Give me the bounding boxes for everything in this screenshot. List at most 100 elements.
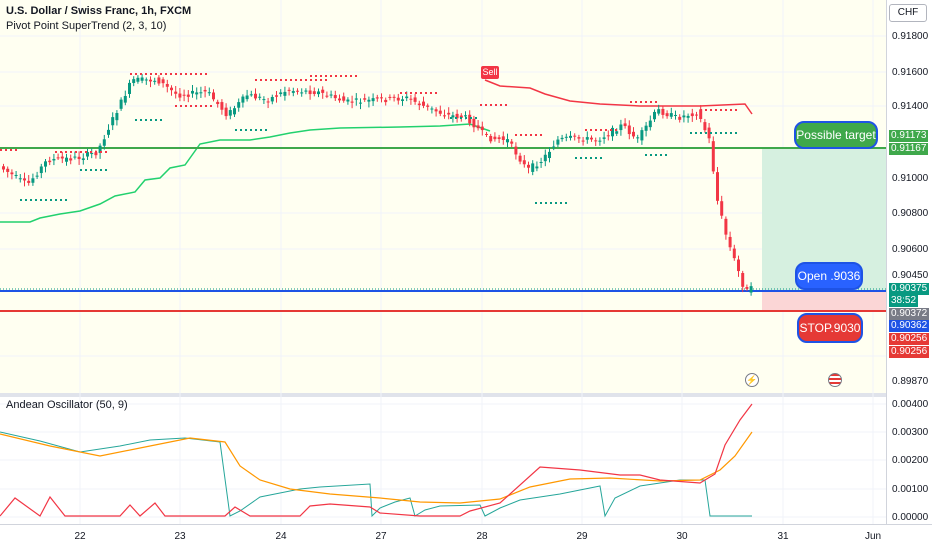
candle-body [149, 79, 152, 82]
candle-body [384, 99, 388, 103]
candle-body [98, 145, 102, 153]
stop-label[interactable]: STOP.9030 [797, 313, 863, 343]
candle-body [367, 99, 371, 102]
candle-body [157, 77, 161, 84]
candle-body [409, 98, 413, 100]
candle-body [380, 97, 383, 99]
osc-tick: 0.00400 [892, 399, 929, 410]
candle-body [749, 286, 753, 293]
osc-tick: 0.00000 [892, 512, 929, 523]
candle-body [119, 99, 123, 109]
candle-body [279, 92, 283, 95]
candle-body [564, 136, 568, 138]
countdown-tag: 38:52 [889, 295, 919, 307]
candle-body [212, 92, 215, 100]
currency-button[interactable]: CHF [889, 4, 927, 22]
candle-body [531, 163, 535, 172]
candle-body [27, 180, 31, 183]
candle-body [535, 166, 539, 169]
candle-body [170, 87, 173, 91]
candle-body [615, 131, 619, 134]
supertrend-down-line [484, 79, 753, 115]
osc-tick: 0.00300 [892, 427, 929, 438]
candle-body [497, 137, 501, 140]
candle-body [493, 136, 497, 140]
candle-body [627, 125, 631, 135]
candle-body [165, 83, 169, 87]
candle-body [375, 97, 379, 99]
candle-body [522, 160, 526, 165]
candle-body [510, 141, 514, 144]
price-tick: 0.91600 [892, 67, 929, 78]
candle-body [506, 139, 509, 143]
candle-body [136, 77, 140, 82]
candle-body [291, 91, 295, 93]
candle-body [468, 114, 472, 124]
candle-body [560, 137, 564, 140]
candle-body [548, 151, 551, 159]
osc-orange-line [0, 431, 753, 504]
candle-body [640, 130, 644, 141]
candle-body [2, 166, 5, 170]
lightning-event-icon[interactable]: ⚡ [745, 373, 759, 387]
candle-body [86, 152, 89, 157]
candle-body [602, 137, 606, 139]
candle-body [711, 141, 715, 172]
candle-body [422, 101, 425, 106]
loss-zone[interactable] [762, 291, 886, 311]
candle-body [728, 236, 732, 248]
candle-body [527, 164, 530, 168]
candle-body [90, 153, 94, 155]
candle-body [590, 137, 593, 140]
us-flag-event-icon[interactable] [828, 373, 842, 387]
candle-body [10, 172, 14, 175]
pane-divider[interactable] [0, 393, 932, 397]
candle-body [123, 95, 127, 103]
candle-body [304, 90, 308, 92]
candle-body [485, 133, 488, 135]
candle-body [275, 95, 278, 97]
gray-price-tag: 0.90372 [889, 308, 930, 320]
price-chart-pane[interactable] [0, 0, 886, 393]
candle-body [665, 113, 669, 117]
possible-target-label[interactable]: Possible target [794, 121, 878, 149]
candle-body [472, 118, 476, 128]
candle-body [346, 99, 350, 102]
candle-body [632, 131, 635, 137]
stop-upper-tag: 0.90256 [889, 333, 930, 345]
candle-body [480, 126, 484, 131]
time-axis[interactable] [0, 524, 932, 550]
candle-body [707, 127, 711, 139]
price-scale[interactable] [886, 0, 932, 524]
sell-signal-label[interactable]: Sell [481, 66, 499, 79]
candle-body [35, 175, 39, 177]
price-tick: 0.90450 [892, 270, 929, 281]
candle-body [6, 168, 10, 172]
candle-body [514, 146, 518, 155]
price-tick: 0.90800 [892, 208, 929, 219]
supertrend-legend[interactable]: Pivot Point SuperTrend (2, 3, 10) [6, 20, 167, 32]
candle-body [619, 124, 623, 131]
candle-body [396, 97, 400, 101]
candle-body [447, 112, 451, 115]
candle-body [73, 156, 77, 158]
candle-body [363, 98, 367, 100]
candle-body [413, 97, 417, 102]
candle-body [669, 113, 673, 117]
candle-body [14, 174, 18, 176]
time-label: 28 [476, 531, 488, 542]
candle-body [342, 96, 346, 101]
open-label[interactable]: Open .9036 [795, 262, 863, 290]
candle-body [682, 115, 686, 118]
osc-tick: 0.00100 [892, 484, 929, 495]
oscillator-legend[interactable]: Andean Oscillator (50, 9) [6, 399, 128, 411]
candle-body [354, 98, 358, 100]
candle-body [203, 89, 207, 92]
symbol-title[interactable]: U.S. Dollar / Swiss Franc, 1h, FXCM [6, 5, 192, 17]
candle-body [111, 117, 115, 126]
time-label: 22 [74, 531, 86, 542]
candle-body [77, 156, 81, 160]
candle-body [312, 91, 316, 94]
candle-body [648, 120, 652, 128]
candle-body [392, 96, 396, 98]
